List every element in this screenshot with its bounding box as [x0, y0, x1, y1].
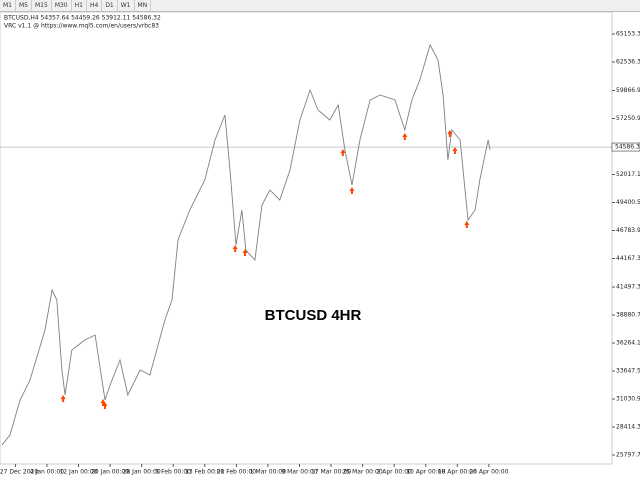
timeframe-toolbar: M1 M5 M15 M30 H1 H4 D1 W1 MN — [0, 0, 640, 12]
y-tick-label: 33647.50 — [616, 368, 640, 375]
x-tick-label: 10 Apr 00:00 — [406, 469, 445, 476]
x-tick-label: 2 Apr 00:00 — [377, 469, 412, 476]
price-line-series — [1, 43, 491, 446]
signal-arrow — [232, 245, 238, 253]
signal-arrow — [349, 187, 355, 195]
y-tick-label: 59866.90 — [616, 87, 640, 94]
y-tick-label: 57250.90 — [616, 115, 640, 122]
timeframe-tab[interactable]: MN — [135, 0, 152, 11]
chart: BTCUSD,H4 54357.64 54459.26 53912.11 545… — [0, 12, 640, 476]
x-tick-label: 18 Apr 00:00 — [438, 469, 477, 476]
signal-arrow — [340, 149, 346, 157]
timeframe-tab[interactable]: H4 — [87, 0, 103, 11]
y-tick-label: 46783.90 — [616, 227, 640, 234]
price-label-box — [611, 142, 640, 152]
x-tick-label: 26 Apr 00:00 — [469, 469, 508, 476]
timeframe-tab[interactable]: M15 — [32, 0, 52, 11]
x-tick-label: 17 Mar 00:00 — [311, 469, 351, 476]
x-tick-label: 4 Jan 00:00 — [30, 469, 64, 476]
x-tick-label: 20 Jan 00:00 — [91, 469, 129, 476]
price-label: 54586.32 — [615, 144, 640, 151]
signal-arrow — [402, 133, 408, 141]
timeframe-tab[interactable]: M5 — [16, 0, 32, 11]
y-tick-label: 31030.90 — [616, 396, 640, 403]
y-tick-label: 28414.30 — [616, 424, 640, 431]
x-tick-label: 13 Feb 00:00 — [185, 469, 225, 476]
signal-arrow — [447, 129, 453, 137]
timeframe-tab[interactable]: M30 — [52, 0, 72, 11]
y-tick-label: 41497.30 — [616, 284, 640, 291]
x-tick-label: 27 Dec 2020 — [0, 469, 38, 476]
plot-frame — [0, 12, 613, 465]
x-tick-label: 9 Mar 00:00 — [281, 469, 317, 476]
x-tick-label: 21 Feb 00:00 — [217, 469, 257, 476]
y-tick-label: 25797.70 — [616, 451, 640, 458]
signal-arrow — [464, 220, 470, 228]
info-line: BTCUSD,H4 54357.64 54459.26 53912.11 545… — [4, 15, 161, 22]
y-tick-label: 44167.30 — [616, 255, 640, 262]
timeframe-tab[interactable]: D1 — [102, 0, 118, 11]
y-tick-label: 65153.30 — [616, 31, 640, 38]
x-tick-label: 1 Mar 00:00 — [250, 469, 286, 476]
x-tick-label: 25 Mar 00:00 — [343, 469, 383, 476]
signal-arrow — [60, 394, 66, 402]
y-tick-label: 62536.30 — [616, 58, 640, 65]
signal-arrow — [100, 398, 106, 406]
indicator-line: VRC v1.1 @ https://www.mql5.com/en/users… — [4, 23, 159, 30]
x-tick-label: 12 Jan 00:00 — [60, 469, 98, 476]
y-tick-label: 49400.50 — [616, 199, 640, 206]
signal-arrow — [102, 401, 108, 409]
x-tick-label: 28 Jan 00:00 — [123, 469, 161, 476]
y-tick-label: 52017.10 — [616, 171, 640, 178]
y-tick-label: 36264.10 — [616, 340, 640, 347]
x-tick-label: 5 Feb 00:00 — [155, 469, 191, 476]
timeframe-tab[interactable]: W1 — [118, 0, 135, 11]
y-tick-label: 38880.70 — [616, 312, 640, 319]
annotation: BTCUSD 4HR — [265, 307, 362, 324]
timeframe-tab[interactable]: M1 — [0, 0, 16, 11]
signal-arrow — [452, 147, 458, 155]
timeframe-tab[interactable]: H1 — [72, 0, 87, 11]
signal-arrow — [242, 249, 248, 257]
